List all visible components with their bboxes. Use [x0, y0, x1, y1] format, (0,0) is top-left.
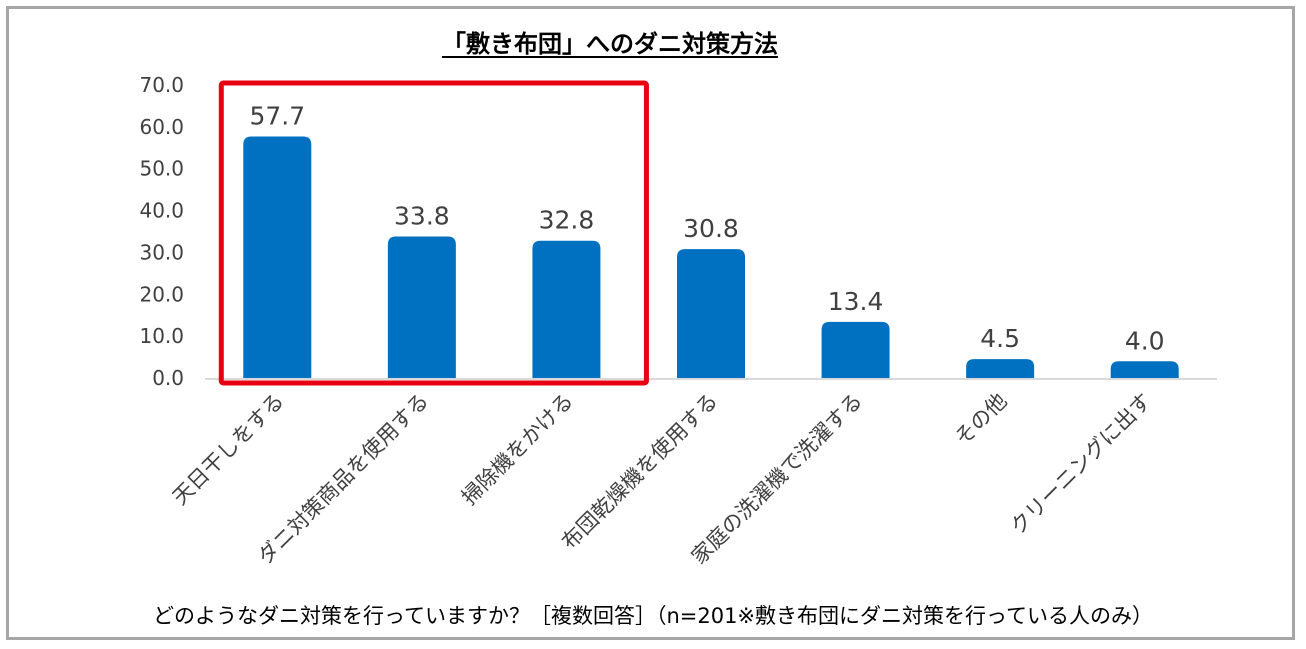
bar	[387, 236, 456, 378]
x-tick-label: 家庭の洗濯機で洗濯する	[687, 389, 867, 569]
bar-series	[243, 136, 1179, 378]
data-label: 30.8	[683, 214, 739, 243]
bar	[532, 240, 601, 378]
bar	[677, 249, 745, 378]
data-label: 13.4	[828, 287, 884, 316]
x-tick-label: ダニ対策商品を使用する	[253, 389, 433, 569]
x-tick-label: 布団乾燥機を使用する	[557, 389, 722, 554]
y-tick-label: 10.0	[139, 324, 184, 348]
y-tick-label: 50.0	[139, 157, 184, 181]
highlight-box	[218, 80, 649, 386]
x-axis-caption: どのようなダニ対策を行っていますか？［複数回答］（n=201※敷き布団にダニ対策…	[153, 604, 1153, 628]
data-label: 32.8	[539, 206, 595, 235]
x-tick-label: 天日干しをする	[168, 389, 289, 510]
y-tick-label: 30.0	[139, 240, 184, 264]
y-tick-label: 0.0	[152, 366, 184, 390]
bar	[821, 321, 890, 378]
bar	[243, 136, 312, 378]
y-tick-label: 20.0	[139, 282, 184, 306]
data-label: 57.7	[249, 101, 305, 130]
x-tick-label: その他	[950, 389, 1012, 451]
y-tick-label: 60.0	[139, 115, 184, 139]
bar	[966, 359, 1035, 378]
bar	[1110, 361, 1179, 378]
data-label: 4.0	[1125, 326, 1165, 355]
data-labels: 57.7 33.8 32.8 30.8 13.4 4.5 4.0	[249, 101, 1164, 355]
y-axis: 0.0 10.0 20.0 30.0 40.0 50.0 60.0 70.0	[139, 73, 184, 390]
data-label: 4.5	[980, 324, 1020, 353]
chart-title: 「敷き布団」へのダニ対策方法	[0, 24, 1220, 59]
x-tick-label: クリーニングに出す	[1006, 389, 1157, 540]
y-tick-label: 40.0	[139, 199, 184, 223]
chart-title-text: 「敷き布団」へのダニ対策方法	[442, 30, 778, 58]
data-label: 33.8	[394, 202, 450, 231]
x-tick-label: 掃除機をかける	[457, 389, 578, 510]
y-tick-label: 70.0	[139, 73, 184, 97]
